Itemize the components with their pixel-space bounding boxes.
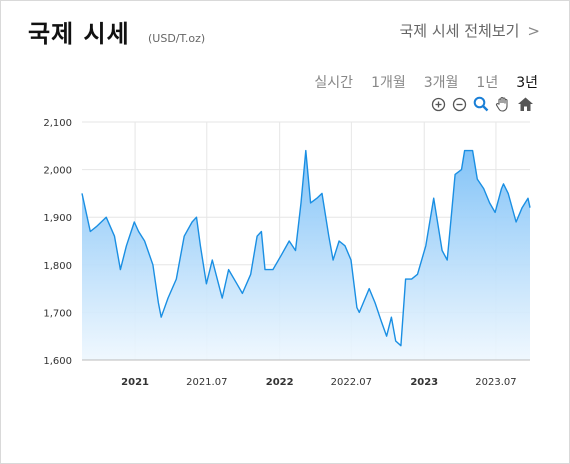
home-icon[interactable] (517, 96, 534, 112)
zoom-in-icon[interactable] (431, 97, 446, 112)
y-tick-label: 1,700 (43, 308, 72, 319)
price-series-line[interactable] (81, 149, 531, 347)
tab-1-year[interactable]: 1년 (476, 75, 499, 91)
x-tick-label: 2023 (410, 377, 438, 388)
zoom-out-icon[interactable] (452, 97, 467, 112)
chevron-right-icon: > (527, 22, 540, 40)
zoom-select-icon[interactable] (473, 96, 489, 112)
pan-hand-icon[interactable] (495, 96, 511, 112)
tab-3-years[interactable]: 3년 (516, 75, 538, 91)
page-title: 국제 시세 (28, 20, 130, 48)
x-tick-label: 2021.07 (186, 377, 227, 388)
tab-3-months[interactable]: 3개월 (423, 75, 459, 91)
x-tick-label: 2021 (121, 377, 149, 388)
x-tick-label: 2022 (266, 377, 294, 388)
y-tick-label: 2,100 (43, 118, 72, 129)
y-tick-label: 1,600 (43, 356, 72, 367)
price-chart: 1,600 1,700 1,800 1,900 2,000 2,100 2021 2021.0… (43, 118, 531, 388)
unit-label: (USD/T.oz) (148, 32, 206, 45)
y-tick-label: 2,000 (43, 166, 72, 177)
x-tick-label: 2023.07 (475, 377, 516, 388)
y-tick-label: 1,900 (43, 213, 72, 224)
tab-1-month[interactable]: 1개월 (371, 75, 406, 91)
period-tabs: 실시간 1개월 3개월 1년 3년 (314, 72, 538, 92)
price-area-fill (82, 150, 530, 360)
chart-toolbar (431, 96, 534, 112)
x-tick-label: 2022.07 (331, 377, 372, 388)
view-all-link[interactable]: 국제 시세 전체보기 > (399, 20, 540, 41)
view-all-label: 국제 시세 전체보기 (399, 22, 520, 40)
tab-realtime[interactable]: 실시간 (314, 75, 354, 91)
y-tick-label: 1,800 (43, 261, 72, 272)
